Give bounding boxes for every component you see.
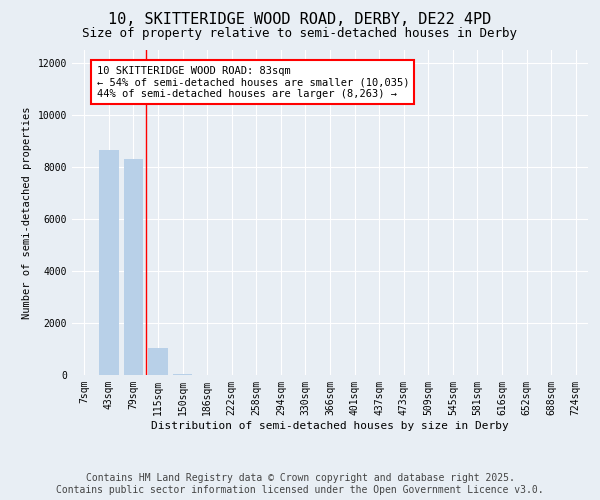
- Text: Contains HM Land Registry data © Crown copyright and database right 2025.
Contai: Contains HM Land Registry data © Crown c…: [56, 474, 544, 495]
- Bar: [148, 348, 168, 375]
- Bar: [124, 159, 143, 375]
- Bar: [173, 374, 193, 375]
- X-axis label: Distribution of semi-detached houses by size in Derby: Distribution of semi-detached houses by …: [151, 420, 509, 430]
- Bar: [99, 150, 119, 375]
- Text: Size of property relative to semi-detached houses in Derby: Size of property relative to semi-detach…: [83, 28, 517, 40]
- Text: 10 SKITTERIDGE WOOD ROAD: 83sqm
← 54% of semi-detached houses are smaller (10,03: 10 SKITTERIDGE WOOD ROAD: 83sqm ← 54% of…: [97, 66, 409, 99]
- Y-axis label: Number of semi-detached properties: Number of semi-detached properties: [22, 106, 32, 319]
- Text: 10, SKITTERIDGE WOOD ROAD, DERBY, DE22 4PD: 10, SKITTERIDGE WOOD ROAD, DERBY, DE22 4…: [109, 12, 491, 28]
